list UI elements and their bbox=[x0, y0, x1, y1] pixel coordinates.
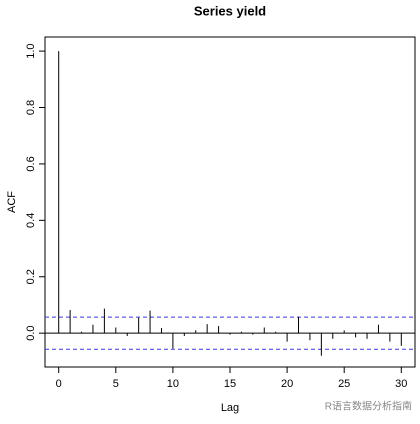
y-tick-label: 0.0 bbox=[25, 326, 37, 341]
y-axis-label: ACF bbox=[6, 191, 18, 213]
y-tick-label: 0.4 bbox=[25, 213, 37, 228]
y-tick-label: 1.0 bbox=[25, 43, 37, 58]
x-tick-label: 25 bbox=[338, 378, 350, 390]
x-tick-label: 20 bbox=[281, 378, 293, 390]
x-tick-label: 5 bbox=[113, 378, 119, 390]
x-tick-label: 10 bbox=[167, 378, 179, 390]
x-tick-label: 0 bbox=[56, 378, 62, 390]
chart-title: Series yield bbox=[194, 3, 266, 18]
y-tick-label: 0.2 bbox=[25, 269, 37, 284]
x-tick-label: 30 bbox=[395, 378, 407, 390]
x-axis-label: Lag bbox=[221, 402, 239, 414]
x-tick-label: 15 bbox=[224, 378, 236, 390]
y-tick-label: 0.8 bbox=[25, 100, 37, 115]
watermark: R语言数据分析指南 bbox=[325, 400, 412, 413]
y-tick-label: 0.6 bbox=[25, 156, 37, 171]
